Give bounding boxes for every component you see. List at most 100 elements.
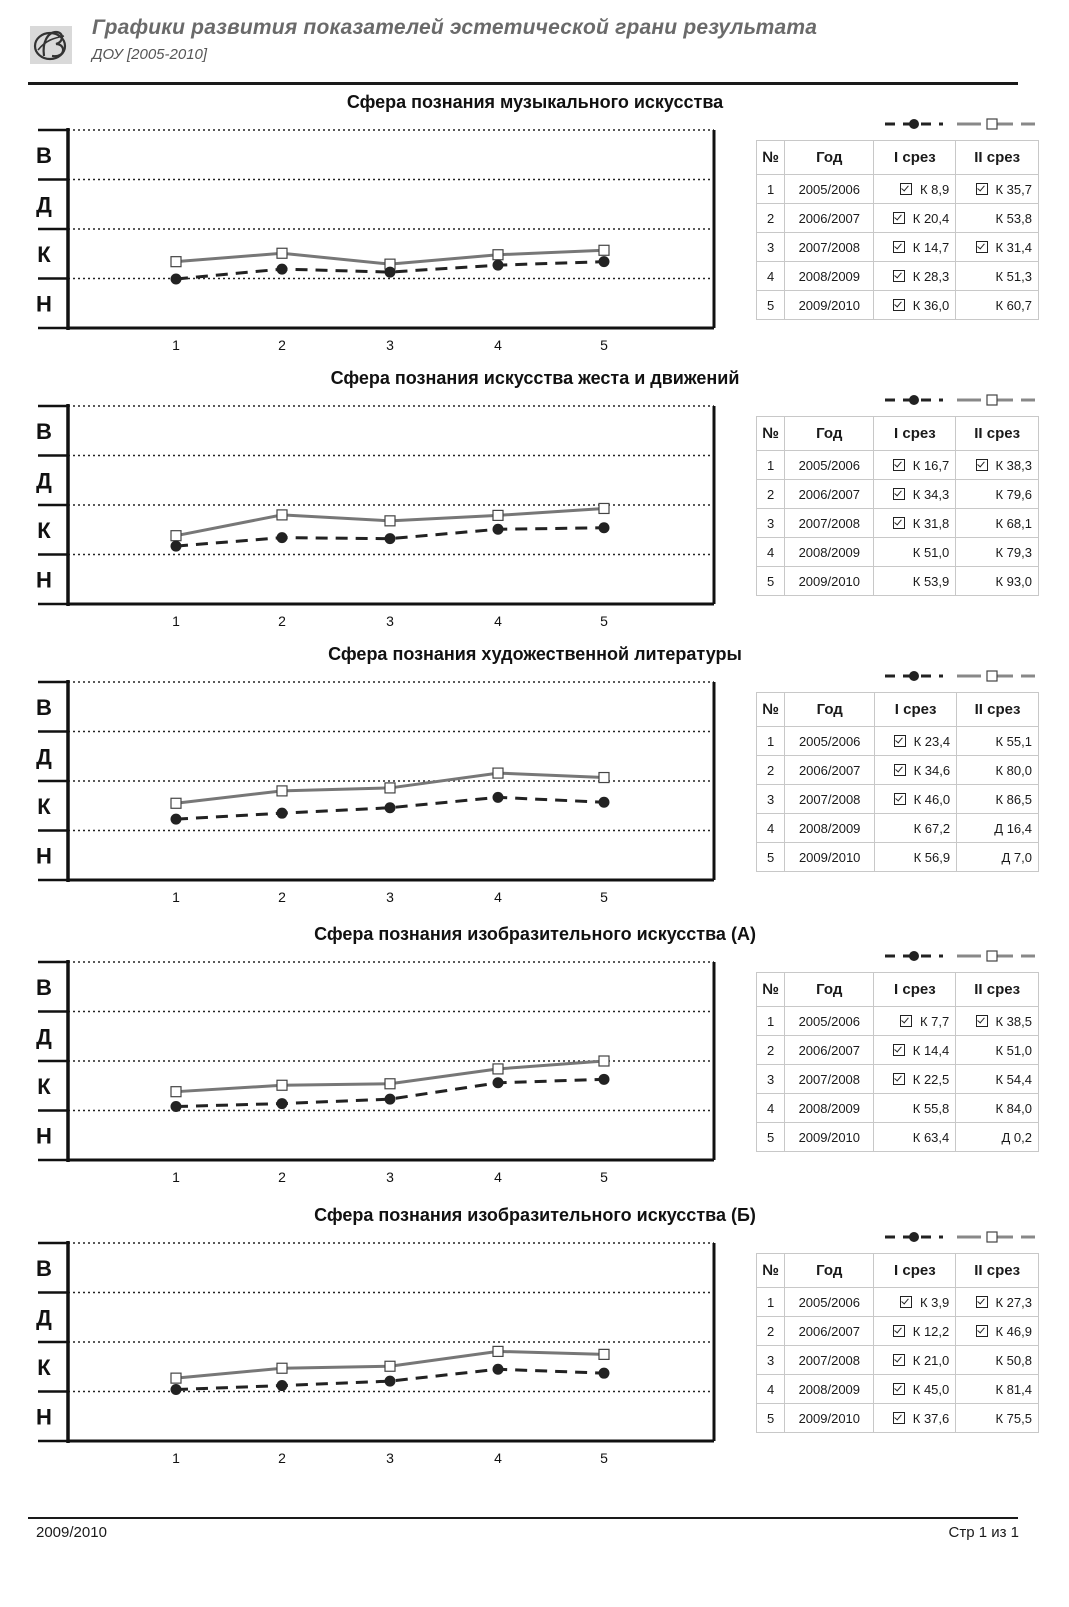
- row-year: 2007/2008: [784, 232, 875, 262]
- square-marker-icon: [986, 670, 998, 682]
- y-level-label: В: [36, 143, 52, 168]
- row-s2-cell: К 80,0: [956, 755, 1039, 785]
- series-1-point: [384, 1375, 396, 1387]
- series-1-point: [276, 1380, 288, 1392]
- row-number: 1: [755, 726, 786, 756]
- checkbox-checked-icon: [892, 458, 905, 471]
- series-1-point: [170, 1384, 182, 1396]
- series-2-point: [170, 1086, 182, 1098]
- row-s2-cell: К 68,1: [955, 508, 1039, 538]
- row-s1-cell: К 56,9: [874, 842, 958, 872]
- row-s1-value: К 55,8: [912, 1100, 950, 1116]
- series-1-line: [175, 260, 605, 281]
- series-1-point: [276, 807, 288, 819]
- y-level-label: Д: [36, 468, 52, 493]
- row-s2-value: К 86,5: [995, 791, 1033, 807]
- table-row: 4 2008/2009 К 51,0 К 79,3: [755, 537, 1039, 567]
- table-row: 1 2005/2006 К 16,7 К 38,3: [755, 450, 1039, 480]
- table-row: 1 2005/2006 К 7,7 К 38,5: [755, 1006, 1039, 1036]
- checkbox-checked-icon: [975, 240, 988, 253]
- checkbox-checked-icon: [892, 269, 905, 282]
- checkbox-checked-icon: [892, 1353, 905, 1366]
- x-tick-label: 1: [172, 613, 180, 629]
- y-level-label: Н: [36, 291, 52, 316]
- checkbox-checked-icon: [892, 1411, 905, 1424]
- table-row: 2 2006/2007 К 34,6 К 80,0: [755, 755, 1039, 785]
- row-s1-value: К 14,7: [912, 239, 950, 255]
- table-row: 1 2005/2006 К 23,4 К 55,1: [755, 726, 1039, 756]
- chart-section-1: Сфера познания музыкального искусства В Д К…: [0, 92, 1069, 362]
- y-level-label: Д: [36, 1305, 52, 1330]
- table-header-year: Год: [784, 692, 876, 727]
- table-header-s2: II срез: [955, 416, 1039, 451]
- row-number: 2: [755, 755, 786, 785]
- row-s1-cell: К 55,8: [873, 1093, 957, 1123]
- row-number: 1: [755, 450, 786, 480]
- x-tick-label: 4: [494, 889, 502, 905]
- row-number: 4: [755, 1093, 786, 1123]
- row-year: 2008/2009: [784, 1374, 875, 1404]
- row-number: 5: [755, 566, 786, 596]
- row-s2-cell: К 35,7: [955, 174, 1039, 204]
- series-1-point: [384, 533, 396, 545]
- table-header-year: Год: [784, 1253, 875, 1288]
- row-s2-cell: К 79,3: [955, 537, 1039, 567]
- row-s2-value: К 79,3: [995, 544, 1033, 560]
- table-row: 5 2009/2010 К 63,4 Д 0,2: [755, 1122, 1039, 1152]
- series-2-point: [276, 785, 288, 797]
- table-row: 2 2006/2007 К 20,4 К 53,8: [755, 203, 1039, 233]
- y-level-label: В: [36, 695, 52, 720]
- series-2-point: [384, 515, 396, 527]
- row-s1-cell: К 67,2: [874, 813, 958, 843]
- row-s2-value: К 84,0: [995, 1100, 1033, 1116]
- row-s2-cell: К 84,0: [955, 1093, 1039, 1123]
- row-number: 2: [755, 203, 786, 233]
- circle-marker-icon: [909, 671, 919, 681]
- table-row: 2 2006/2007 К 34,3 К 79,6: [755, 479, 1039, 509]
- table-header-s2: II срез: [955, 972, 1039, 1007]
- table-row: 3 2007/2008 К 21,0 К 50,8: [755, 1345, 1039, 1375]
- row-year: 2007/2008: [784, 1064, 875, 1094]
- row-s1-value: К 3,9: [920, 1294, 950, 1310]
- circle-marker-icon: [909, 119, 919, 129]
- x-tick-label: 5: [600, 613, 608, 629]
- footer-year: 2009/2010: [36, 1524, 107, 1541]
- row-s1-value: К 22,5: [912, 1071, 950, 1087]
- y-level-label: Н: [36, 567, 52, 592]
- row-s1-cell: К 37,6: [873, 1403, 957, 1433]
- x-tick-label: 2: [278, 1450, 286, 1466]
- row-s1-value: К 36,0: [912, 297, 950, 313]
- x-tick-label: 1: [172, 1450, 180, 1466]
- row-s1-value: К 8,9: [920, 181, 950, 197]
- row-s2-cell: К 55,1: [956, 726, 1039, 756]
- row-year: 2008/2009: [784, 813, 876, 843]
- chart-title: Сфера познания художественной литературы: [328, 644, 742, 664]
- row-s1-value: К 67,2: [913, 820, 951, 836]
- x-tick-label: 3: [386, 337, 394, 353]
- row-year: 2007/2008: [784, 508, 875, 538]
- series-1-point: [492, 791, 504, 803]
- series-2-point: [384, 1078, 396, 1090]
- chart-legend: [885, 394, 1035, 406]
- chart-section-3: Сфера познания художественной литературы…: [0, 644, 1069, 914]
- row-s1-value: К 14,4: [912, 1042, 950, 1058]
- series-2-point: [492, 1345, 504, 1358]
- chart-title: Сфера познания искусства жеста и движени…: [330, 368, 740, 388]
- series-2-point: [492, 509, 504, 521]
- series-2-point: [598, 1055, 610, 1067]
- row-s2-cell: К 54,4: [955, 1064, 1039, 1094]
- series-1-point: [384, 1093, 396, 1105]
- row-s1-value: К 31,8: [912, 515, 950, 531]
- x-tick-label: 1: [172, 889, 180, 905]
- series-2-point: [170, 256, 182, 268]
- footer-divider: [28, 1517, 1018, 1519]
- row-year: 2009/2010: [784, 1403, 875, 1433]
- row-number: 3: [755, 232, 786, 262]
- row-s2-value: К 50,8: [995, 1352, 1033, 1368]
- checkbox-checked-icon: [975, 1324, 988, 1337]
- series-2-point: [276, 1362, 288, 1374]
- x-tick-label: 5: [600, 1450, 608, 1466]
- series-2-point: [492, 767, 504, 779]
